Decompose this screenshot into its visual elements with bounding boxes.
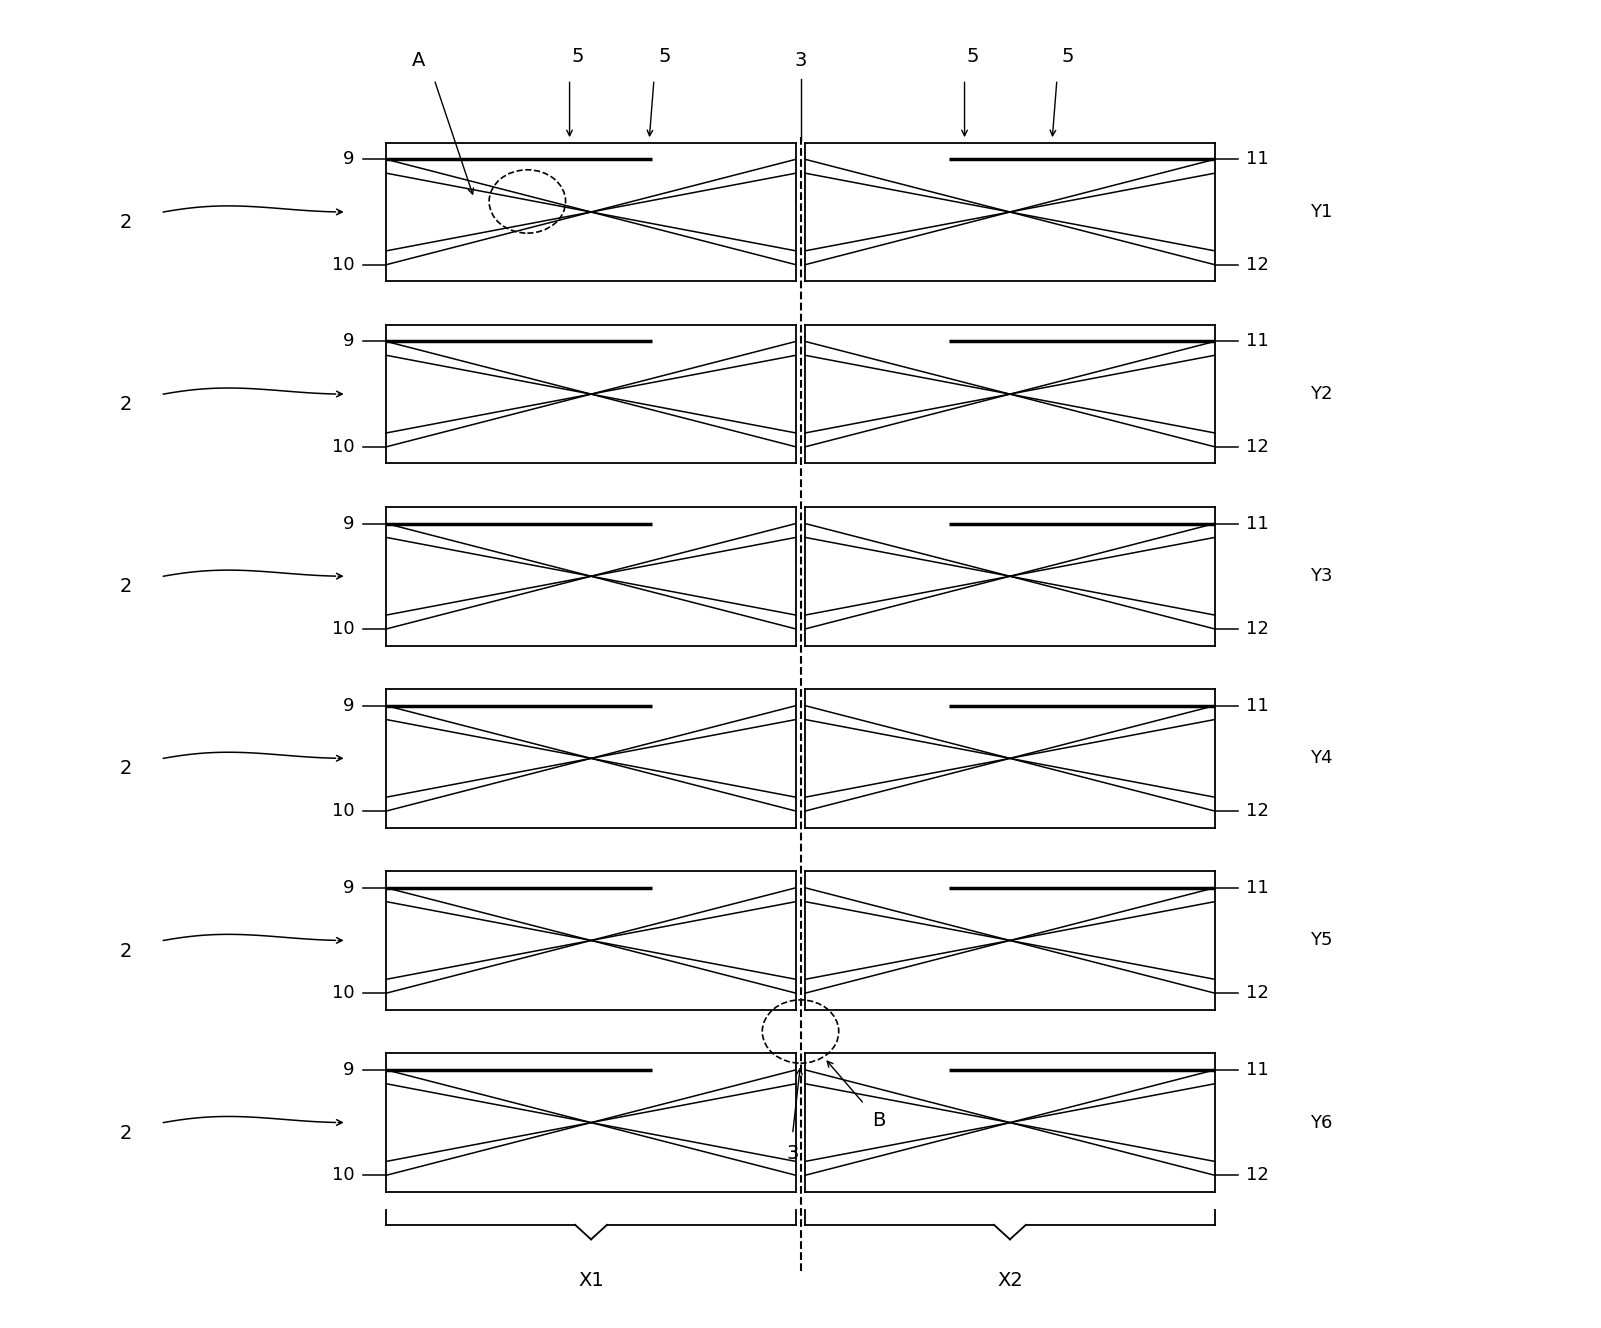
Text: 11: 11: [1247, 1061, 1270, 1078]
Text: 10: 10: [331, 256, 354, 274]
Text: 12: 12: [1247, 620, 1270, 637]
Text: 11: 11: [1247, 332, 1270, 351]
Text: X1: X1: [578, 1271, 604, 1289]
Text: 5: 5: [572, 48, 584, 66]
Text: 11: 11: [1247, 879, 1270, 896]
Text: 2: 2: [118, 396, 131, 414]
Text: 5: 5: [967, 48, 978, 66]
Text: 2: 2: [118, 1123, 131, 1142]
Text: B: B: [873, 1110, 885, 1130]
Text: 10: 10: [331, 984, 354, 1003]
Text: Y6: Y6: [1310, 1114, 1332, 1131]
Text: 5: 5: [1061, 48, 1074, 66]
Text: 12: 12: [1247, 256, 1270, 274]
Text: 2: 2: [118, 760, 131, 778]
Text: A: A: [411, 52, 424, 70]
Text: 10: 10: [331, 438, 354, 456]
Text: 2: 2: [118, 212, 131, 232]
Text: 11: 11: [1247, 150, 1270, 169]
Text: 10: 10: [331, 1166, 354, 1185]
Text: 9: 9: [343, 150, 354, 169]
Text: 2: 2: [118, 942, 131, 960]
Text: 9: 9: [343, 332, 354, 351]
Text: 9: 9: [343, 1061, 354, 1078]
Text: 3: 3: [786, 1143, 799, 1163]
Text: 12: 12: [1247, 438, 1270, 456]
Text: 12: 12: [1247, 1166, 1270, 1185]
Text: 11: 11: [1247, 697, 1270, 714]
Text: 2: 2: [118, 578, 131, 596]
Text: X2: X2: [997, 1271, 1023, 1289]
Text: 11: 11: [1247, 514, 1270, 533]
Text: 12: 12: [1247, 802, 1270, 819]
Text: 9: 9: [343, 697, 354, 714]
Text: 12: 12: [1247, 984, 1270, 1003]
Text: Y3: Y3: [1310, 567, 1332, 586]
Text: 3: 3: [794, 52, 807, 70]
Text: 10: 10: [331, 620, 354, 637]
Text: 5: 5: [660, 48, 671, 66]
Text: Y2: Y2: [1310, 385, 1332, 404]
Text: 9: 9: [343, 514, 354, 533]
Text: 10: 10: [331, 802, 354, 819]
Text: Y5: Y5: [1310, 931, 1332, 950]
Text: 9: 9: [343, 879, 354, 896]
Text: Y1: Y1: [1310, 203, 1332, 220]
Text: Y4: Y4: [1310, 749, 1332, 768]
